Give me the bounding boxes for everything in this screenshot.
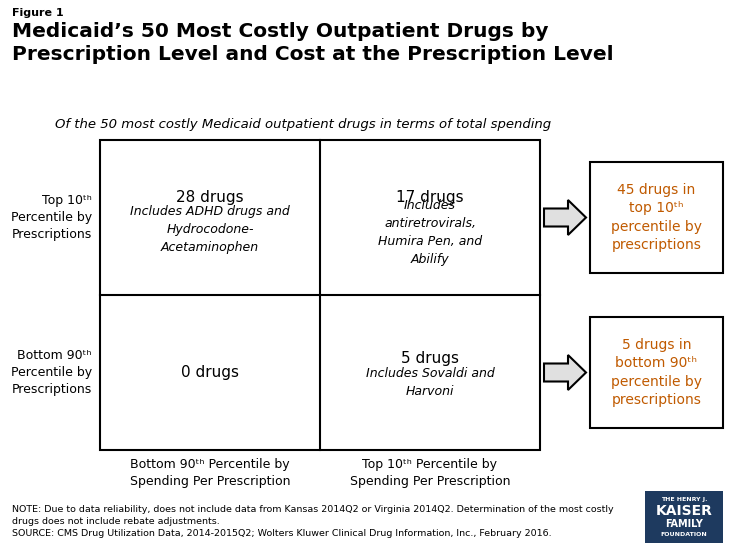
Text: THE HENRY J.: THE HENRY J. <box>661 496 707 501</box>
Bar <box>590 317 723 428</box>
Text: Of the 50 most costly Medicaid outpatient drugs in terms of total spending: Of the 50 most costly Medicaid outpatien… <box>55 118 551 131</box>
Polygon shape <box>544 200 586 235</box>
Text: Includes Sovaldi and
Harvoni: Includes Sovaldi and Harvoni <box>365 367 495 398</box>
Text: Bottom 90ᵗʰ
Percentile by
Prescriptions: Bottom 90ᵗʰ Percentile by Prescriptions <box>11 349 92 396</box>
Text: Includes
antiretrovirals,
Humira Pen, and
Abilify: Includes antiretrovirals, Humira Pen, an… <box>378 199 482 266</box>
Text: FAMILY: FAMILY <box>665 519 703 529</box>
Text: SOURCE: CMS Drug Utilization Data, 2014-2015Q2; Wolters Kluwer Clinical Drug Inf: SOURCE: CMS Drug Utilization Data, 2014-… <box>12 529 552 538</box>
Text: drugs does not include rebate adjustments.: drugs does not include rebate adjustment… <box>12 517 220 526</box>
Text: 28 drugs: 28 drugs <box>176 190 244 205</box>
Text: Includes ADHD drugs and
Hydrocodone-
Acetaminophen: Includes ADHD drugs and Hydrocodone- Ace… <box>130 205 290 254</box>
Bar <box>100 140 540 450</box>
Text: KAISER: KAISER <box>656 504 712 518</box>
Text: FOUNDATION: FOUNDATION <box>661 532 707 537</box>
Text: Bottom 90ᵗʰ Percentile by
Spending Per Prescription: Bottom 90ᵗʰ Percentile by Spending Per P… <box>130 458 290 488</box>
Text: 5 drugs: 5 drugs <box>401 351 459 366</box>
Text: 5 drugs in
bottom 90ᵗʰ
percentile by
prescriptions: 5 drugs in bottom 90ᵗʰ percentile by pre… <box>611 338 702 407</box>
Text: Medicaid’s 50 Most Costly Outpatient Drugs by
Prescription Level and Cost at the: Medicaid’s 50 Most Costly Outpatient Dru… <box>12 22 614 64</box>
Text: 0 drugs: 0 drugs <box>181 365 239 380</box>
Text: 17 drugs: 17 drugs <box>396 190 464 205</box>
Bar <box>645 491 723 543</box>
Text: Top 10ᵗʰ
Percentile by
Prescriptions: Top 10ᵗʰ Percentile by Prescriptions <box>11 194 92 241</box>
Polygon shape <box>544 355 586 390</box>
Text: Top 10ᵗʰ Percentile by
Spending Per Prescription: Top 10ᵗʰ Percentile by Spending Per Pres… <box>350 458 510 488</box>
Text: Figure 1: Figure 1 <box>12 8 64 18</box>
Text: 45 drugs in
top 10ᵗʰ
percentile by
prescriptions: 45 drugs in top 10ᵗʰ percentile by presc… <box>611 183 702 252</box>
Text: NOTE: Due to data reliability, does not include data from Kansas 2014Q2 or Virgi: NOTE: Due to data reliability, does not … <box>12 505 614 514</box>
Bar <box>590 161 723 273</box>
